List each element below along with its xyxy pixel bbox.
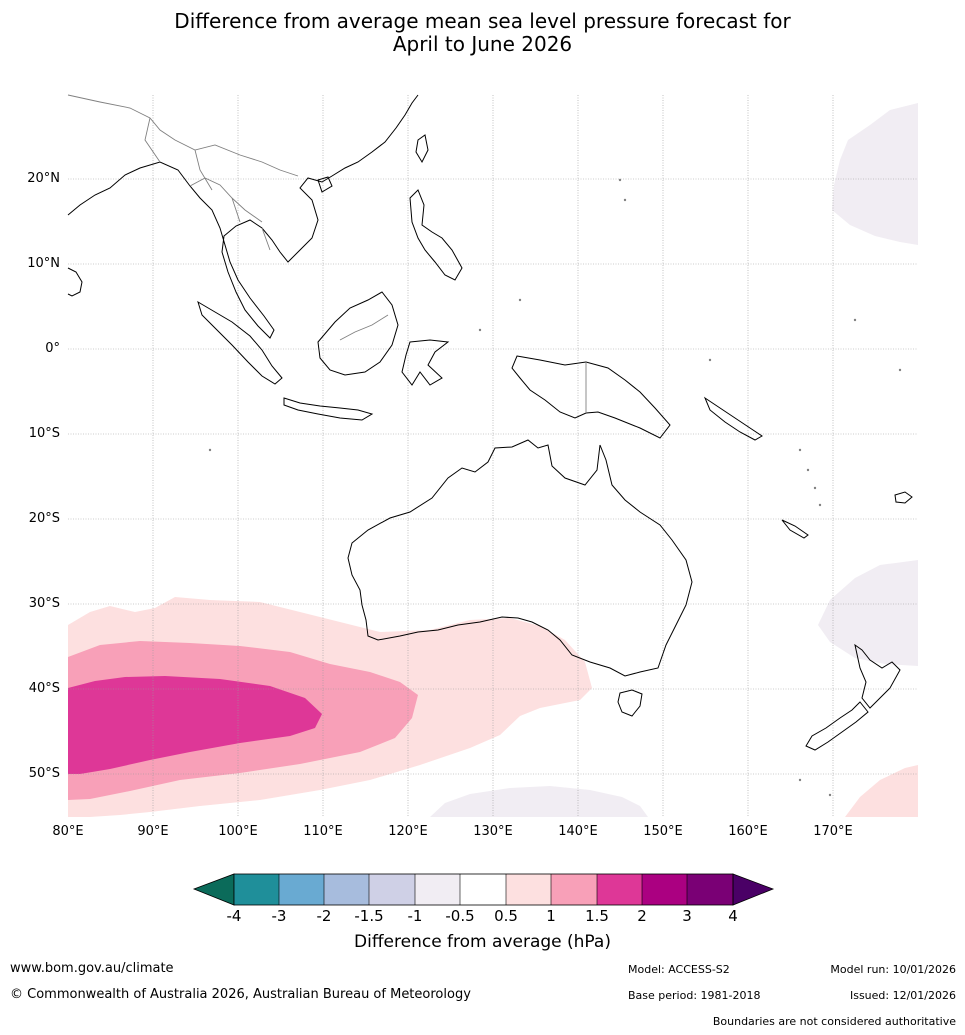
contour-positive-nz-south [845,765,918,817]
title-line-2: April to June 2026 [392,32,573,56]
tasmania-coastline [617,689,643,717]
new-zealand-south-coastline [805,701,869,751]
borneo-coastline [317,291,399,376]
lon-label-150e: 150°E [643,824,683,839]
cb-tick-2: 2 [637,907,647,925]
sulawesi-coastline [401,339,450,386]
java-coastline [283,397,374,421]
base-period: Base period: 1981-2018 [628,989,761,1002]
cb-bin-m2-m15 [324,874,369,905]
cb-frame [233,873,734,906]
lon-label-170e: 170°E [813,824,853,839]
lon-label-160e: 160°E [728,824,768,839]
map-area [67,94,918,817]
coastlines [67,94,913,751]
sri-lanka-coastline [67,267,83,297]
cb-bin-m4-m3 [234,874,279,905]
lon-label-80e: 80°E [52,824,84,839]
cb-extend-low [192,873,235,906]
cb-tick-m05: -0.5 [445,907,475,925]
fiji-coastline [894,491,913,504]
contour-negative-0.5-1-south [430,786,648,817]
cb-tick-15: 1.5 [585,907,609,925]
sumatra-coastline [197,300,283,385]
country-borders [67,94,587,413]
lat-label-30s: 30°S [28,596,60,611]
model-name: Model: ACCESS-S2 [628,963,730,976]
cb-tick-m1: -1 [407,907,423,925]
taiwan-coastline [415,134,429,164]
cb-tick-1: 1 [546,907,556,925]
solomon-islands-coastline [703,396,763,441]
lat-label-50s: 50°S [28,766,60,781]
cb-tick-m4: -4 [226,907,242,925]
colorbar [192,873,775,906]
cb-bin-1-15 [551,874,597,905]
cb-bin-15-2 [597,874,642,905]
new-caledonia-coastline [781,519,809,539]
lat-label-20n: 20°N [27,171,60,186]
cb-tick-m15: -1.5 [354,907,384,925]
lon-label-130e: 130°E [473,824,513,839]
contour-negative-0.5-1-tasman [818,560,918,666]
colorbar-title: Difference from average (hPa) [354,932,611,952]
lon-label-140e: 140°E [558,824,598,839]
cb-bin-3-4 [687,874,733,905]
contour-positive-1.5-2 [68,676,322,774]
cb-bin-m05-05 [460,874,506,905]
pressure-anomaly-contours [68,103,918,817]
cb-tick-4: 4 [728,907,738,925]
philippines-coastline [409,189,463,281]
asia-mainland-coastline [67,94,419,339]
map-title: Difference from average mean sea level p… [0,10,965,56]
lon-label-100e: 100°E [218,824,258,839]
cb-bin-m1-m05 [415,874,460,905]
lat-label-10n: 10°N [27,256,60,271]
model-run-date: Model run: 10/01/2026 [830,963,956,976]
issued-date: Issued: 12/01/2026 [849,989,956,1002]
lat-label-0: 0° [45,341,60,356]
borneo-border [339,314,389,341]
lon-label-120e: 120°E [388,824,428,839]
cb-bin-m15-m1 [369,874,415,905]
copyright-text: © Commonwealth of Australia 2026, Austra… [10,987,471,1002]
lon-label-90e: 90°E [137,824,169,839]
australia-coastline [347,439,693,677]
cb-extend-high [732,873,775,906]
hainan-coastline [317,176,333,193]
small-islands [208,178,902,797]
cb-tick-05: 0.5 [494,907,518,925]
lat-label-10s: 10°S [28,426,60,441]
cb-tick-3: 3 [682,907,692,925]
cb-tick-m2: -2 [316,907,332,925]
mainland-se-asia-borders [67,94,299,251]
cb-bin-m3-m2 [279,874,324,905]
title-line-1: Difference from average mean sea level p… [174,9,791,33]
lat-label-40s: 40°S [28,681,60,696]
new-zealand-north-coastline [854,643,901,709]
lon-label-110e: 110°E [303,824,343,839]
contour-negative-0.5-1-north [832,103,918,245]
gridlines [68,95,918,817]
cb-bin-05-1 [506,874,551,905]
boundaries-disclaimer: Boundaries are not considered authoritat… [712,1015,956,1028]
lat-label-20s: 20°S [28,511,60,526]
new-guinea-coastline [511,355,671,439]
website-link[interactable]: www.bom.gov.au/climate [10,961,174,976]
cb-bin-2-3 [642,874,687,905]
cb-tick-m3: -3 [271,907,287,925]
